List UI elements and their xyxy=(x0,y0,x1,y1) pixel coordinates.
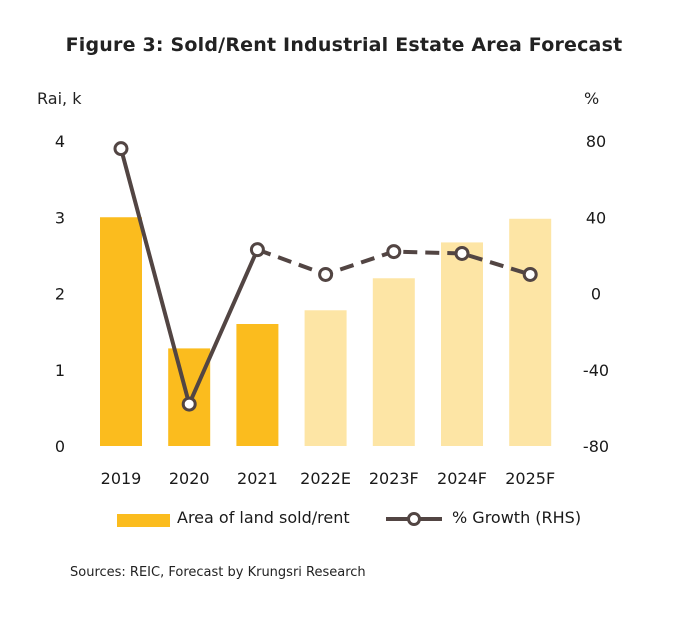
right-tick-label: 80 xyxy=(586,132,606,151)
chart-legend: Area of land sold/rent % Growth (RHS) xyxy=(0,508,688,530)
chart-title: Figure 3: Sold/Rent Industrial Estate Ar… xyxy=(65,34,623,56)
x-tick-label: 2019 xyxy=(101,469,142,488)
x-tick-label: 2025F xyxy=(505,469,555,488)
legend-bar-label: Area of land sold/rent xyxy=(177,508,350,527)
bar-2023F xyxy=(372,278,415,446)
left-axis-unit: Rai, k xyxy=(37,89,82,108)
bar-2024F xyxy=(441,242,483,446)
right-tick-label: 40 xyxy=(586,208,606,227)
x-tick-label: 2020 xyxy=(169,469,210,488)
left-tick-label: 3 xyxy=(55,208,65,227)
growth-point-2021 xyxy=(249,242,265,258)
growth-point-2024F xyxy=(454,245,470,261)
bar-2021 xyxy=(236,324,279,446)
legend-line-icon xyxy=(386,512,442,526)
bar-2019 xyxy=(100,217,142,446)
growth-point-2019 xyxy=(113,141,129,157)
growth-point-2020 xyxy=(181,396,197,412)
chart-plot: 0 1 2 3 4 -80 -40 0 40 80 2019 2020 2021 2022E 2023F 20… xyxy=(55,132,609,488)
legend-bar-swatch xyxy=(117,514,170,527)
growth-point-2023F xyxy=(386,244,402,260)
growth-point-2022E xyxy=(318,266,334,282)
source-note: Sources: REIC, Forecast by Krungsri Rese… xyxy=(70,565,366,580)
x-tick-label: 2021 xyxy=(237,469,278,488)
x-tick-label: 2023F xyxy=(369,469,419,488)
left-tick-label: 0 xyxy=(55,437,65,456)
right-tick-label: 0 xyxy=(591,285,601,304)
x-tick-label: 2022E xyxy=(300,469,351,488)
right-axis-unit: % xyxy=(584,89,600,108)
growth-point-2025F xyxy=(522,266,538,282)
left-tick-label: 2 xyxy=(55,285,65,304)
x-tick-label: 2024F xyxy=(437,469,487,488)
left-tick-label: 1 xyxy=(55,361,65,380)
bar-2022E xyxy=(304,310,347,446)
left-tick-label: 4 xyxy=(55,132,65,151)
right-tick-label: -80 xyxy=(583,437,609,456)
bar-2025F xyxy=(509,218,552,446)
legend-line-label: % Growth (RHS) xyxy=(452,508,582,527)
right-tick-label: -40 xyxy=(583,361,609,380)
